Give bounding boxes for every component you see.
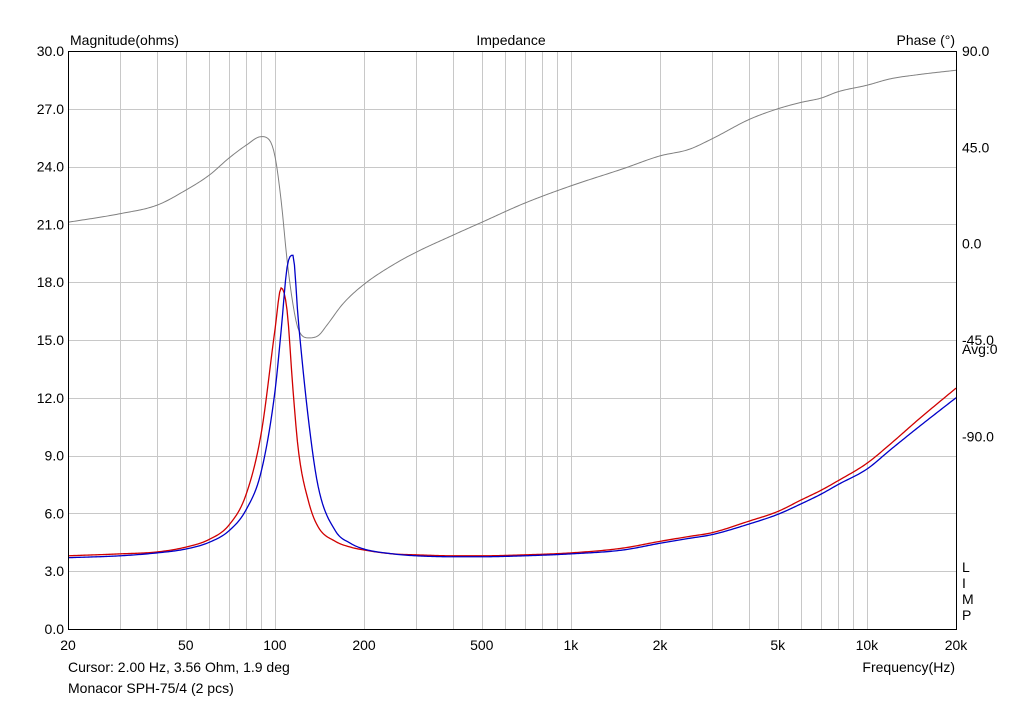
plot-frame [68,51,957,630]
x-tick-label: 200 [352,637,376,653]
cursor-readout: Cursor: 2.00 Hz, 3.56 Ohm, 1.9 deg [68,659,290,675]
left-tick-label: 30.0 [37,43,64,59]
x-tick-label: 20 [60,637,76,653]
right-tick-label: -90.0 [962,428,994,444]
chart-title: Impedance [476,32,545,48]
x-tick-label: 5k [770,637,786,653]
left-tick-label: 6.0 [45,505,65,521]
avg-label: Avg:0 [962,341,998,357]
x-tick-label: 2k [653,637,669,653]
impedance-curve-red [67,286,957,557]
x-axis-label: Frequency(Hz) [862,659,955,675]
right-tick-label: 45.0 [962,139,989,155]
left-axis-label: Magnitude(ohms) [70,32,179,48]
impedance-curve-blue [67,254,957,559]
x-tick-label: 50 [178,637,194,653]
left-tick-label: 12.0 [37,390,64,406]
left-tick-label: 24.0 [37,159,64,175]
side-letter: I [962,575,966,591]
x-tick-label: 1k [563,637,579,653]
x-tick-label: 10k [856,637,880,653]
left-tick-label: 0.0 [45,621,65,637]
left-tick-label: 15.0 [37,332,64,348]
tick-labels: 0.0 3.0 6.0 9.0 12.0 15.0 18.0 21.0 24.0 27.0 30.0… [37,43,994,653]
x-tick-label: 100 [263,637,287,653]
right-tick-label: 0.0 [962,236,982,252]
right-axis-label: Phase (°) [896,32,955,48]
left-tick-label: 27.0 [37,101,64,117]
left-tick-label: 3.0 [45,563,65,579]
phase-curve [67,69,957,339]
right-tick-label: -45.0 [962,332,994,348]
right-tick-label: 90.0 [962,43,989,59]
left-tick-label: 18.0 [37,274,64,290]
legend-text: Monacor SPH-75/4 (2 pcs) [68,680,234,696]
grid-lines [68,51,956,629]
left-tick-label: 9.0 [45,448,65,464]
x-tick-label: 20k [945,637,969,653]
side-letter: P [962,607,971,623]
x-tick-label: 500 [470,637,494,653]
left-tick-label: 21.0 [37,216,64,232]
side-letter: L [962,559,970,575]
side-letter: M [962,591,974,607]
series-group [67,69,957,559]
